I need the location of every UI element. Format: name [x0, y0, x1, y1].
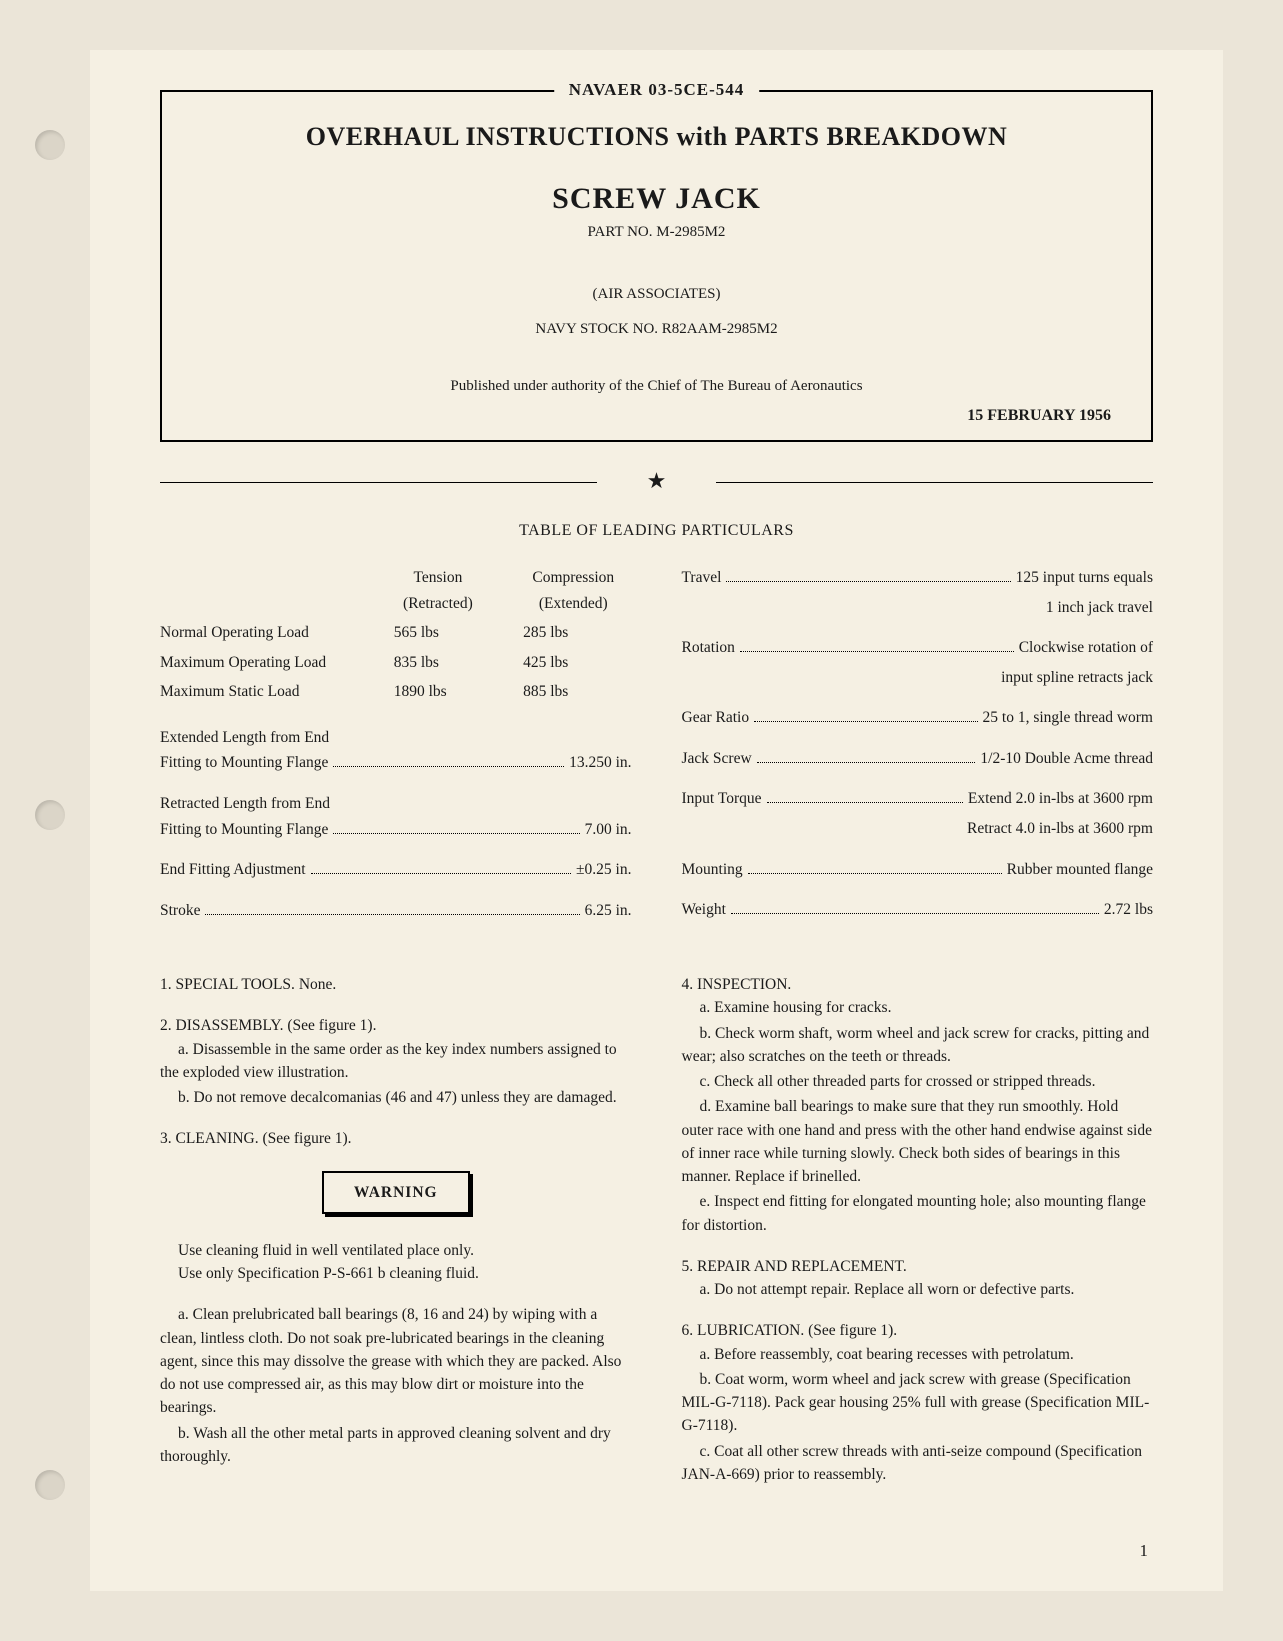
- spec-value-continuation: input spline retracts jack: [682, 665, 1154, 691]
- manufacturer: (AIR ASSOCIATES): [202, 286, 1111, 303]
- spec-row: Gear Ratio 25 to 1, single thread worm: [682, 705, 1154, 731]
- spec-row: Input Torque Extend 2.0 in-lbs at 3600 rp…: [682, 786, 1154, 841]
- load-row-label: Maximum Static Load: [160, 679, 361, 705]
- load-row-compression: 885 lbs: [515, 679, 631, 705]
- spec-stroke: Stroke 6.25 in.: [160, 898, 632, 924]
- load-row-tension: 835 lbs: [386, 650, 490, 676]
- star-icon: ★: [647, 468, 667, 493]
- section-repair: 5. REPAIR AND REPLACEMENT. a. Do not att…: [682, 1255, 1154, 1302]
- publication-date: 15 FEBRUARY 1956: [202, 407, 1111, 425]
- warning-text: Use cleaning fluid in well ventilated pl…: [178, 1239, 632, 1286]
- document-page: NAVAER 03-5CE-544 OVERHAUL INSTRUCTIONS …: [90, 50, 1223, 1591]
- load-table: Tension (Retracted) Compression (Extende…: [160, 565, 632, 705]
- load-row-compression: 285 lbs: [515, 620, 631, 646]
- spec-row: Jack Screw 1/2-10 Double Acme thread: [682, 746, 1154, 772]
- body-left-column: 1. SPECIAL TOOLS. None. 2. DISASSEMBLY. …: [160, 973, 632, 1504]
- particulars-left-column: Tension (Retracted) Compression (Extende…: [160, 565, 632, 938]
- spec-row: Mounting Rubber mounted flange: [682, 857, 1154, 883]
- main-title: OVERHAUL INSTRUCTIONS with PARTS BREAKDO…: [202, 122, 1111, 152]
- header-box: NAVAER 03-5CE-544 OVERHAUL INSTRUCTIONS …: [160, 90, 1153, 442]
- spec-row: Rotation Clockwise rotation of input splin…: [682, 635, 1154, 690]
- particulars-section: Tension (Retracted) Compression (Extende…: [160, 565, 1153, 938]
- load-row-compression: 425 lbs: [515, 650, 631, 676]
- spec-value: 25 to 1, single thread worm: [983, 705, 1153, 731]
- load-header-compression: Compression (Extended): [515, 565, 631, 616]
- spec-value: Extend 2.0 in-lbs at 3600 rpm: [968, 786, 1153, 812]
- spec-label: Rotation: [682, 635, 735, 661]
- spec-end-fitting: End Fitting Adjustment ±0.25 in.: [160, 857, 632, 883]
- spec-label: Input Torque: [682, 786, 762, 812]
- part-number: PART NO. M-2985M2: [202, 224, 1111, 241]
- document-code: NAVAER 03-5CE-544: [554, 80, 760, 100]
- product-name: SCREW JACK: [202, 182, 1111, 216]
- spec-value-continuation: 1 inch jack travel: [682, 595, 1154, 621]
- punch-hole: [35, 800, 65, 830]
- spec-label: Jack Screw: [682, 746, 752, 772]
- load-header-tension: Tension (Retracted): [386, 565, 490, 616]
- load-row-label: Maximum Operating Load: [160, 650, 361, 676]
- spec-value-continuation: Retract 4.0 in-lbs at 3600 rpm: [682, 816, 1154, 842]
- spec-label: Gear Ratio: [682, 705, 750, 731]
- spec-label: Travel: [682, 565, 722, 591]
- spec-value: 125 input turns equals: [1016, 565, 1153, 591]
- punch-hole: [35, 130, 65, 160]
- star-divider: ★: [160, 472, 1153, 492]
- stock-number: NAVY STOCK NO. R82AAM-2985M2: [202, 321, 1111, 338]
- body-right-column: 4. INSPECTION. a. Examine housing for cr…: [682, 973, 1154, 1504]
- warning-box: WARNING: [322, 1171, 470, 1214]
- spec-label: Mounting: [682, 857, 743, 883]
- page-number: 1: [1140, 1541, 1149, 1561]
- spec-label: Weight: [682, 897, 726, 923]
- spec-value: 1/2-10 Double Acme thread: [980, 746, 1153, 772]
- table-title: TABLE OF LEADING PARTICULARS: [160, 522, 1153, 540]
- spec-row: Travel 125 input turns equals 1 inch jack …: [682, 565, 1154, 620]
- load-row-tension: 565 lbs: [386, 620, 490, 646]
- punch-hole: [35, 1470, 65, 1500]
- section-cleaning: 3. CLEANING. (See figure 1). WARNING Use…: [160, 1127, 632, 1468]
- section-disassembly: 2. DISASSEMBLY. (See figure 1). a. Disas…: [160, 1014, 632, 1109]
- load-row-tension: 1890 lbs: [386, 679, 490, 705]
- load-row-label: Normal Operating Load: [160, 620, 361, 646]
- spec-retracted-length: Retracted Length from End Fitting to Mou…: [160, 791, 632, 842]
- authority-line: Published under authority of the Chief o…: [202, 378, 1111, 395]
- spec-value: Rubber mounted flange: [1007, 857, 1153, 883]
- spec-extended-length: Extended Length from End Fitting to Moun…: [160, 725, 632, 776]
- spec-row: Weight 2.72 lbs: [682, 897, 1154, 923]
- spec-value: Clockwise rotation of: [1019, 635, 1153, 661]
- particulars-right-column: Travel 125 input turns equals 1 inch jack …: [682, 565, 1154, 938]
- section-inspection: 4. INSPECTION. a. Examine housing for cr…: [682, 973, 1154, 1237]
- section-special-tools: 1. SPECIAL TOOLS. None.: [160, 973, 632, 996]
- spec-value: 2.72 lbs: [1104, 897, 1153, 923]
- section-lubrication: 6. LUBRICATION. (See figure 1). a. Befor…: [682, 1319, 1154, 1486]
- body-text: 1. SPECIAL TOOLS. None. 2. DISASSEMBLY. …: [160, 973, 1153, 1504]
